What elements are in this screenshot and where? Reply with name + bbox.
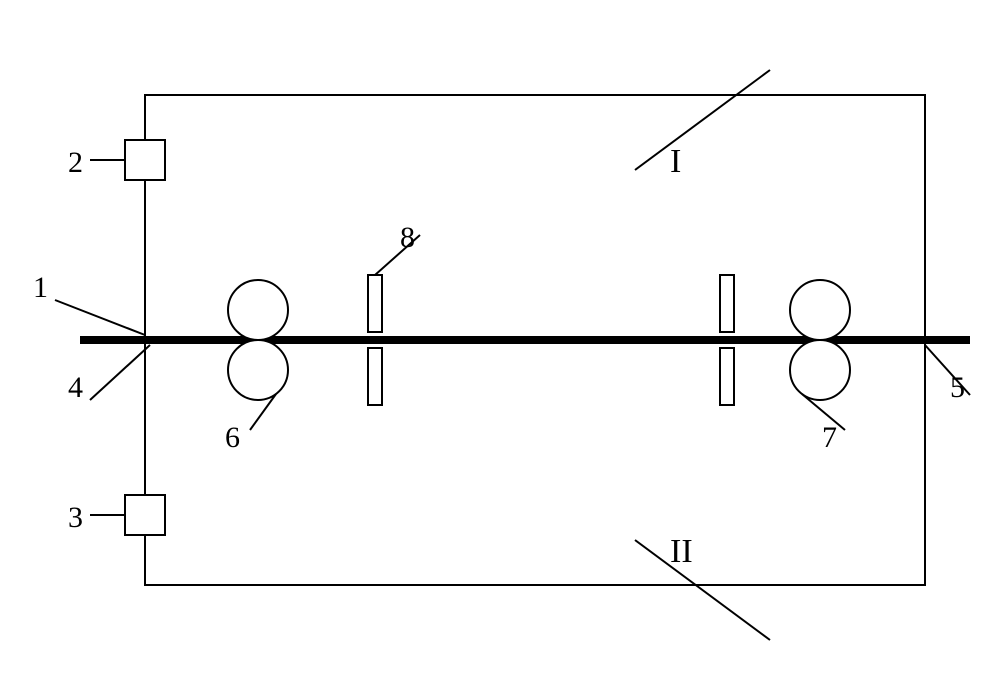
label-1: 1 xyxy=(33,273,48,303)
label-2: 2 xyxy=(68,148,83,178)
label-5: 5 xyxy=(950,373,965,403)
label-4: 4 xyxy=(68,373,83,403)
label-I: I xyxy=(670,145,681,179)
roller-left-bottom xyxy=(228,340,288,400)
label-6: 6 xyxy=(225,423,240,453)
label-8: 8 xyxy=(400,223,415,253)
slot-right-upper xyxy=(720,275,734,332)
slot-left-upper xyxy=(368,275,382,332)
diagram-canvas: I II 1 2 3 4 5 6 7 8 xyxy=(0,0,1000,680)
leader-I xyxy=(635,70,770,170)
roller-right-top xyxy=(790,280,850,340)
label-3: 3 xyxy=(68,503,83,533)
leader-II xyxy=(635,540,770,640)
roller-left-top xyxy=(228,280,288,340)
small-rect-top xyxy=(125,140,165,180)
label-II: II xyxy=(670,535,693,569)
small-rect-bottom xyxy=(125,495,165,535)
roller-right-bottom xyxy=(790,340,850,400)
horizontal-bar xyxy=(80,336,970,344)
diagram-svg xyxy=(0,0,1000,680)
label-7: 7 xyxy=(822,423,837,453)
leader-1 xyxy=(55,300,145,335)
slot-right-lower xyxy=(720,348,734,405)
slot-left-lower xyxy=(368,348,382,405)
leader-4 xyxy=(90,345,150,400)
